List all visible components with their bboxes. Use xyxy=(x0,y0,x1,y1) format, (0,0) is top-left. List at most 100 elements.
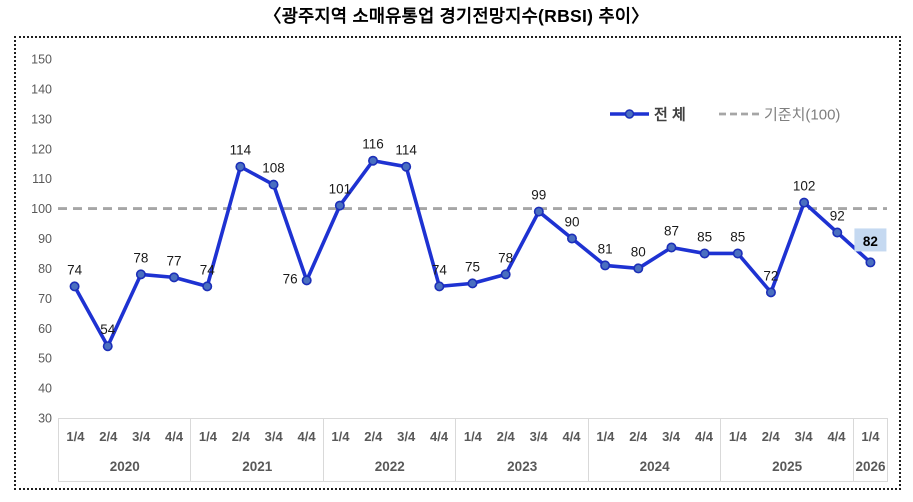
data-point-marker xyxy=(235,161,246,172)
data-label: 90 xyxy=(564,215,579,230)
data-point-marker xyxy=(533,206,544,217)
data-label: 108 xyxy=(262,161,285,176)
x-axis-quarter-label: 1/4 xyxy=(66,429,85,444)
data-point-marker xyxy=(832,227,843,238)
data-label: 76 xyxy=(283,271,298,286)
data-label: 116 xyxy=(362,137,384,152)
y-axis-tick: 30 xyxy=(38,412,52,426)
x-axis-quarter-label: 3/4 xyxy=(529,429,548,444)
x-axis-year-label: 2021 xyxy=(242,459,273,474)
x-axis-quarter-label: 1/4 xyxy=(463,429,482,444)
data-point-marker xyxy=(666,242,677,253)
data-label: 114 xyxy=(395,143,417,158)
data-point-marker xyxy=(69,281,80,292)
legend-series-label: 전 체 xyxy=(654,107,686,124)
x-axis-quarter-label: 2/4 xyxy=(231,429,250,444)
data-point-marker xyxy=(401,161,412,172)
data-point-marker xyxy=(732,248,743,259)
x-axis-year-group: 1/4 2/4 3/4 4/4 2023 xyxy=(456,419,589,481)
data-label: 87 xyxy=(664,223,679,238)
x-axis-year-group: 1/4 2/4 3/4 4/4 2020 xyxy=(59,419,192,481)
data-point-marker xyxy=(334,200,345,211)
x-axis-quarter-row: 1/4 2/4 3/4 4/4 xyxy=(589,419,720,452)
x-axis-quarter-label: 3/4 xyxy=(662,429,681,444)
x-axis-quarter-label: 2/4 xyxy=(364,429,383,444)
chart-panel: 30 40 50 60 70 80 90 100 110 120 130 140 150 74 54 78 77… xyxy=(14,36,901,490)
x-axis-quarter-label: 3/4 xyxy=(264,429,283,444)
data-point-marker xyxy=(169,272,180,283)
data-point-marker xyxy=(566,233,577,244)
data-point-marker xyxy=(600,260,611,271)
x-axis-quarter-label: 4/4 xyxy=(827,429,846,444)
data-labels: 74 54 78 77 74 114 108 76 101 116 114 74 75 78 99 90 81 8… xyxy=(67,137,887,337)
data-point-marker xyxy=(202,281,213,292)
x-axis-quarter-label: 4/4 xyxy=(165,429,184,444)
data-label: 102 xyxy=(793,179,816,194)
x-axis-year-label: 2020 xyxy=(109,459,140,474)
y-axis-tick: 100 xyxy=(31,202,52,216)
x-axis-quarter-label: 3/4 xyxy=(397,429,416,444)
data-label: 74 xyxy=(200,262,216,277)
chart-plot: 30 40 50 60 70 80 90 100 110 120 130 140 150 74 54 78 77… xyxy=(31,53,887,426)
data-label: 74 xyxy=(432,262,448,277)
x-axis-quarter-row: 1/4 xyxy=(854,419,887,452)
y-axis-tick: 130 xyxy=(31,112,52,126)
data-label: 72 xyxy=(763,268,778,283)
data-point-marker xyxy=(135,269,146,280)
data-point-marker xyxy=(865,257,876,268)
x-axis-year-label: 2023 xyxy=(507,459,538,474)
x-axis-quarter-label: 1/4 xyxy=(198,429,217,444)
data-label: 85 xyxy=(730,229,745,244)
data-point-marker xyxy=(765,287,776,298)
data-label: 54 xyxy=(100,322,116,337)
x-axis-year-label: 2025 xyxy=(772,459,803,474)
x-axis-year-label: 2026 xyxy=(855,459,886,474)
x-axis-year-label: 2022 xyxy=(374,459,405,474)
data-point-marker xyxy=(368,155,379,166)
data-label: 85 xyxy=(697,229,712,244)
x-axis-quarter-label: 1/4 xyxy=(331,429,350,444)
highlight-box xyxy=(854,228,887,252)
data-label: 101 xyxy=(329,182,352,197)
y-axis-labels: 30 40 50 60 70 80 90 100 110 120 130 140 150 xyxy=(31,53,52,426)
data-point-marker xyxy=(102,341,113,352)
data-point-marker xyxy=(434,281,445,292)
x-axis-quarter-label: 1/4 xyxy=(596,429,615,444)
legend-baseline-label: 기준치(100) xyxy=(764,107,840,124)
data-point-marker xyxy=(799,197,810,208)
y-axis-tick: 150 xyxy=(31,53,52,67)
x-axis-quarter-label: 4/4 xyxy=(562,429,581,444)
x-axis-quarter-label: 1/4 xyxy=(861,429,880,444)
data-label: 80 xyxy=(631,244,646,259)
x-axis-year-group: 1/4 2/4 3/4 4/4 2021 xyxy=(191,419,324,481)
x-axis-year-label: 2024 xyxy=(639,459,670,474)
y-axis-tick: 40 xyxy=(38,382,52,396)
x-axis-quarter-label: 2/4 xyxy=(99,429,118,444)
x-axis-quarter-row: 1/4 2/4 3/4 4/4 xyxy=(59,419,190,452)
data-point-marker xyxy=(467,278,478,289)
x-axis-quarter-label: 1/4 xyxy=(728,429,747,444)
data-label: 114 xyxy=(230,143,252,158)
data-point-marker xyxy=(633,263,644,274)
data-point-marker xyxy=(268,179,279,190)
x-axis-year-group: 1/4 2/4 3/4 4/4 2025 xyxy=(721,419,854,481)
data-point-marker xyxy=(500,269,511,280)
x-axis-quarter-row: 1/4 2/4 3/4 4/4 xyxy=(721,419,852,452)
legend: 전 체 기준치(100) xyxy=(610,107,840,124)
x-axis-quarter-label: 3/4 xyxy=(794,429,813,444)
x-axis-year-group: 1/4 2026 xyxy=(854,419,887,481)
y-axis-tick: 80 xyxy=(38,262,52,276)
y-axis-tick: 120 xyxy=(31,142,52,156)
data-label: 92 xyxy=(830,209,845,224)
data-label: 74 xyxy=(67,262,83,277)
chart-title: 〈광주지역 소매유통업 경기전망지수(RBSI) 추이〉 xyxy=(263,6,650,26)
x-axis-year-group: 1/4 2/4 3/4 4/4 2024 xyxy=(589,419,722,481)
y-axis-tick: 110 xyxy=(32,172,52,186)
series-line xyxy=(72,158,873,349)
x-axis-quarter-label: 4/4 xyxy=(429,429,449,444)
x-axis-quarter-row: 1/4 2/4 3/4 4/4 xyxy=(456,419,587,452)
data-label-highlighted: 82 xyxy=(863,234,878,249)
y-axis-tick: 90 xyxy=(38,232,52,246)
x-axis-quarter-row: 1/4 2/4 3/4 4/4 xyxy=(191,419,322,452)
x-axis-quarter-row: 1/4 2/4 3/4 4/4 xyxy=(324,419,455,452)
